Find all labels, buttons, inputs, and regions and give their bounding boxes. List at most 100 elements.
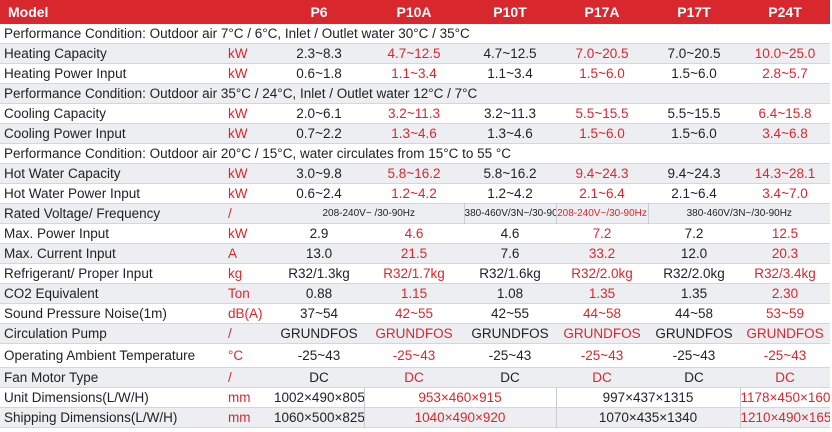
table-row: Fan Motor Type / DC DC DC DC DC DC	[0, 367, 831, 388]
table-cell: R32/1.3kg	[274, 263, 365, 284]
table-cell: 20.3	[740, 243, 831, 264]
row-unit: kW	[224, 63, 275, 84]
table-cell: 33.2	[556, 243, 649, 264]
voltage-cell: 208-240V~/30-90Hz	[555, 203, 649, 224]
table-cell: -25~43	[740, 343, 831, 368]
row-label: Refrigerant/ Proper Input	[0, 263, 224, 284]
model-header: Model	[0, 0, 275, 24]
table-cell: 3.4~6.8	[740, 123, 831, 144]
table-row: Refrigerant/ Proper Input kg R32/1.3kg R32/…	[0, 263, 831, 284]
table-cell: 7.6	[464, 243, 557, 264]
table-cell: 5.5~15.5	[648, 103, 741, 124]
table-cell: GRUNDFOS	[648, 323, 741, 344]
row-unit: °C	[224, 343, 275, 368]
table-cell: 44~58	[556, 303, 649, 324]
table-cell: 1.5~6.0	[648, 123, 741, 144]
model-p24t: P24T	[740, 0, 831, 24]
condition-text: Performance Condition: Outdoor air 7°C /…	[0, 24, 831, 44]
table-row: Rated Voltage/ Frequency/208-240V~ /30-9…	[0, 203, 831, 224]
table-cell: 6.4~15.8	[740, 103, 831, 124]
voltage-cell: 380-460V/3N~/30-90Hz	[647, 203, 831, 224]
table-cell: 14.3~28.1	[740, 163, 831, 184]
table-cell: 4.6	[364, 223, 465, 244]
row-label: CO2 Equivalent	[0, 283, 224, 304]
table-cell: DC	[648, 367, 741, 388]
row-label: Hot Water Capacity	[0, 163, 224, 184]
row-unit: A	[224, 243, 275, 264]
table-cell: 1.5~6.0	[556, 123, 649, 144]
table-cell: GRUNDFOS	[464, 323, 557, 344]
model-p10a: P10A	[364, 0, 465, 24]
table-cell: 1.35	[648, 283, 741, 304]
table-cell: 13.0	[274, 243, 365, 264]
row-label: Rated Voltage/ Frequency	[0, 203, 224, 224]
table-cell: 1.5~6.0	[556, 63, 649, 84]
table-cell: 10.0~25.0	[740, 43, 831, 64]
row-label: Cooling Power Input	[0, 123, 224, 144]
row-unit: mm	[224, 407, 275, 428]
table-cell: 3.2~11.3	[464, 103, 557, 124]
table-cell: GRUNDFOS	[364, 323, 465, 344]
row-label: Heating Capacity	[0, 43, 224, 64]
table-row: Cooling Power Input kW 0.7~2.2 1.3~4.6 1.3~4…	[0, 123, 831, 144]
row-unit: kW	[224, 103, 275, 124]
table-row: Max. Power Input kW 2.9 4.6 4.6 7.2 7.2 12.5	[0, 223, 831, 244]
dimension-cell: 1210×490×1650	[739, 407, 831, 428]
header-row: Model P6 P10A P10T P17A P17T P24T	[0, 0, 831, 24]
table-cell: 7.2	[556, 223, 649, 244]
table-cell: 1.3~4.6	[464, 123, 557, 144]
dimension-cell: 953×460×915	[363, 387, 557, 408]
row-label: Max. Power Input	[0, 223, 224, 244]
row-label: Sound Pressure Noise(1m)	[0, 303, 224, 324]
row-label: Fan Motor Type	[0, 367, 224, 388]
table-cell: -25~43	[556, 343, 649, 368]
table-cell: DC	[364, 367, 465, 388]
table-row: Hot Water Power Input kW 0.6~2.4 1.2~4.2 1.2…	[0, 183, 831, 204]
row-label: Circulation Pump	[0, 323, 224, 344]
table-cell: R32/2.0kg	[648, 263, 741, 284]
table-cell: 4.7~12.5	[364, 43, 465, 64]
table-row: Shipping Dimensions(L/W/H) mm 1060×500×825…	[0, 407, 831, 428]
table-cell: 7.0~20.5	[648, 43, 741, 64]
table-row: Unit Dimensions(L/W/H) mm 1002×490×805 953×…	[0, 387, 831, 408]
dimension-cell: 1070×435×1340	[555, 407, 741, 428]
table-cell: DC	[740, 367, 831, 388]
table-cell: 0.6~2.4	[274, 183, 365, 204]
table-cell: 1.35	[556, 283, 649, 304]
condition-text: Performance Condition: Outdoor air 35°C …	[0, 83, 831, 104]
table-cell: 44~58	[648, 303, 741, 324]
model-p17t: P17T	[648, 0, 741, 24]
table-cell: 0.7~2.2	[274, 123, 365, 144]
table-cell: R32/1.6kg	[464, 263, 557, 284]
dimension-cell: 1040×490×920	[363, 407, 557, 428]
table-cell: DC	[556, 367, 649, 388]
table-cell: 2.1~6.4	[648, 183, 741, 204]
table-row: Heating Power Input kW 0.6~1.8 1.1~3.4 1.1~3…	[0, 63, 831, 84]
dimension-cell: 1178×450×1605	[739, 387, 831, 408]
table-cell: 1.15	[364, 283, 465, 304]
table-cell: 2.30	[740, 283, 831, 304]
row-unit: dB(A)	[224, 303, 275, 324]
table-cell: 2.1~6.4	[556, 183, 649, 204]
table-cell: R32/3.4kg	[740, 263, 831, 284]
table-row: Operating Ambient Temperature °C -25~43 -25…	[0, 343, 831, 368]
table-cell: GRUNDFOS	[556, 323, 649, 344]
row-label: Unit Dimensions(L/W/H)	[0, 387, 224, 408]
voltage-cell: 380-460V/3N~/30-90Hz	[463, 203, 557, 224]
table-cell: 4.7~12.5	[464, 43, 557, 64]
table-row: Heating Capacity kW 2.3~8.3 4.7~12.5 4.7~12.…	[0, 43, 831, 64]
table-cell: 1.08	[464, 283, 557, 304]
table-cell: 21.5	[364, 243, 465, 264]
table-cell: 1.2~4.2	[364, 183, 465, 204]
table-cell: -25~43	[648, 343, 741, 368]
table-cell: R32/1.7kg	[364, 263, 465, 284]
row-unit: /	[224, 203, 275, 224]
model-p6: P6	[274, 0, 365, 24]
row-label: Operating Ambient Temperature	[0, 343, 224, 368]
table-cell: 1.1~3.4	[464, 63, 557, 84]
table-cell: 5.8~16.2	[364, 163, 465, 184]
dimension-cell: 1060×500×825	[274, 407, 365, 428]
model-p10t: P10T	[464, 0, 557, 24]
table-cell: 9.4~24.3	[648, 163, 741, 184]
table-cell: 3.2~11.3	[364, 103, 465, 124]
